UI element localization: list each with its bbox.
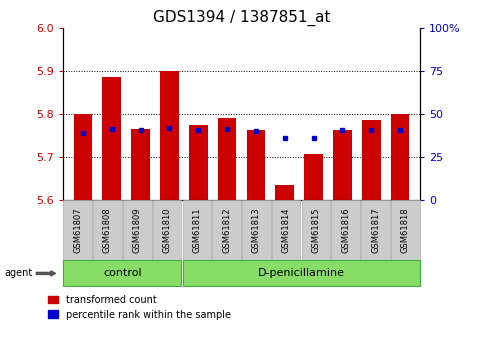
Text: agent: agent <box>5 268 33 278</box>
Bar <box>189 125 208 200</box>
Text: GSM61808: GSM61808 <box>103 207 112 253</box>
Text: GSM61812: GSM61812 <box>222 208 231 253</box>
Text: GSM61817: GSM61817 <box>371 207 380 253</box>
Text: GSM61818: GSM61818 <box>401 207 410 253</box>
Text: GSM61814: GSM61814 <box>282 208 291 253</box>
Text: GSM61809: GSM61809 <box>133 208 142 253</box>
Bar <box>102 77 121 200</box>
Bar <box>333 130 352 200</box>
Bar <box>218 118 237 200</box>
Title: GDS1394 / 1387851_at: GDS1394 / 1387851_at <box>153 10 330 26</box>
Text: GSM61813: GSM61813 <box>252 207 261 253</box>
Text: D-penicillamine: D-penicillamine <box>257 268 344 278</box>
Bar <box>246 130 265 200</box>
Bar <box>362 120 381 200</box>
Text: GSM61810: GSM61810 <box>163 208 171 253</box>
Text: GSM61807: GSM61807 <box>73 207 82 253</box>
Bar <box>73 114 92 200</box>
Text: GSM61811: GSM61811 <box>192 208 201 253</box>
Text: control: control <box>103 268 142 278</box>
Bar <box>304 154 323 200</box>
Bar <box>160 71 179 200</box>
Bar <box>275 185 294 200</box>
Bar <box>391 114 410 200</box>
Bar <box>131 129 150 200</box>
Text: GSM61815: GSM61815 <box>312 208 320 253</box>
Legend: transformed count, percentile rank within the sample: transformed count, percentile rank withi… <box>48 295 231 319</box>
Text: GSM61816: GSM61816 <box>341 207 350 253</box>
